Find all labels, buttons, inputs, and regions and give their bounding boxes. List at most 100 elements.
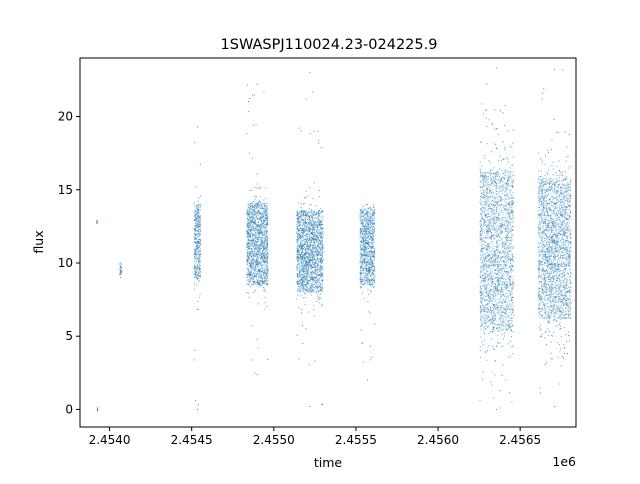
data-point (266, 209, 268, 211)
data-point (299, 267, 300, 269)
data-point (250, 226, 252, 228)
data-point (262, 216, 264, 218)
data-point (263, 230, 265, 232)
data-point (297, 235, 299, 237)
data-point (302, 287, 304, 289)
data-point (309, 230, 311, 232)
data-point (246, 274, 248, 276)
data-point (254, 222, 256, 224)
data-point (319, 260, 321, 262)
data-point (120, 264, 122, 266)
data-point (361, 235, 363, 237)
data-point (317, 269, 319, 271)
data-point (255, 186, 257, 188)
data-point (308, 226, 310, 228)
data-point (308, 311, 310, 313)
data-point (298, 253, 300, 255)
data-point (297, 294, 299, 296)
data-point (264, 237, 266, 239)
data-point (247, 269, 249, 271)
data-point (302, 237, 304, 239)
data-point (246, 292, 248, 294)
data-point (195, 229, 197, 231)
data-point (297, 266, 299, 268)
data-point (304, 247, 306, 249)
data-point (258, 283, 260, 285)
data-point (259, 236, 261, 238)
data-point (257, 204, 259, 206)
data-point (198, 216, 200, 218)
data-point (260, 217, 262, 219)
data-point (194, 268, 196, 270)
data-point (256, 226, 258, 228)
data-point (308, 231, 310, 233)
data-point (257, 230, 259, 232)
data-point (254, 234, 256, 236)
data-point (302, 234, 304, 236)
data-point (249, 224, 251, 226)
data-point (199, 245, 201, 247)
data-point (260, 216, 262, 218)
data-point (251, 213, 253, 215)
data-point (306, 283, 308, 285)
data-point (311, 233, 313, 235)
data-point (197, 261, 199, 263)
data-point (193, 266, 195, 268)
data-point (257, 204, 259, 206)
data-point (251, 250, 253, 252)
data-point (300, 262, 302, 264)
data-point (263, 219, 265, 221)
data-point (259, 247, 261, 249)
data-point (304, 269, 306, 271)
data-point (262, 218, 264, 220)
data-point (362, 219, 364, 221)
data-point (316, 266, 318, 268)
data-point (305, 246, 307, 248)
data-point (249, 221, 251, 223)
data-point (251, 240, 253, 242)
data-point (198, 263, 200, 265)
data-point (251, 217, 253, 219)
data-point (299, 229, 301, 231)
data-point (308, 258, 310, 260)
data-point (299, 269, 301, 271)
data-point (315, 262, 317, 264)
data-point (261, 275, 262, 276)
data-point (254, 244, 256, 246)
data-point (258, 237, 260, 239)
data-point (304, 275, 306, 277)
data-point (248, 237, 250, 239)
data-point (310, 258, 312, 260)
data-point (299, 256, 301, 258)
data-point (304, 257, 306, 259)
data-point (311, 239, 313, 241)
data-point (259, 250, 261, 252)
data-point (266, 227, 268, 229)
data-point (263, 232, 265, 234)
data-point (249, 98, 251, 100)
data-point (257, 283, 259, 285)
data-point (199, 206, 201, 208)
data-point (315, 275, 317, 277)
data-point (252, 203, 254, 205)
data-point (267, 257, 269, 259)
data-point (262, 242, 264, 244)
data-point (321, 266, 323, 268)
data-point (307, 261, 309, 263)
data-point (257, 243, 259, 245)
data-point (305, 268, 307, 270)
data-point (258, 282, 260, 284)
data-point (199, 223, 201, 225)
data-point (247, 212, 249, 214)
data-point (254, 270, 256, 272)
data-point (319, 236, 321, 238)
data-point (264, 232, 266, 234)
data-point (300, 266, 302, 268)
data-point (296, 238, 298, 240)
data-point (196, 245, 198, 247)
data-point (312, 246, 314, 248)
data-point (253, 252, 255, 254)
data-point (307, 226, 309, 228)
data-point (259, 270, 261, 272)
data-point (314, 249, 316, 251)
